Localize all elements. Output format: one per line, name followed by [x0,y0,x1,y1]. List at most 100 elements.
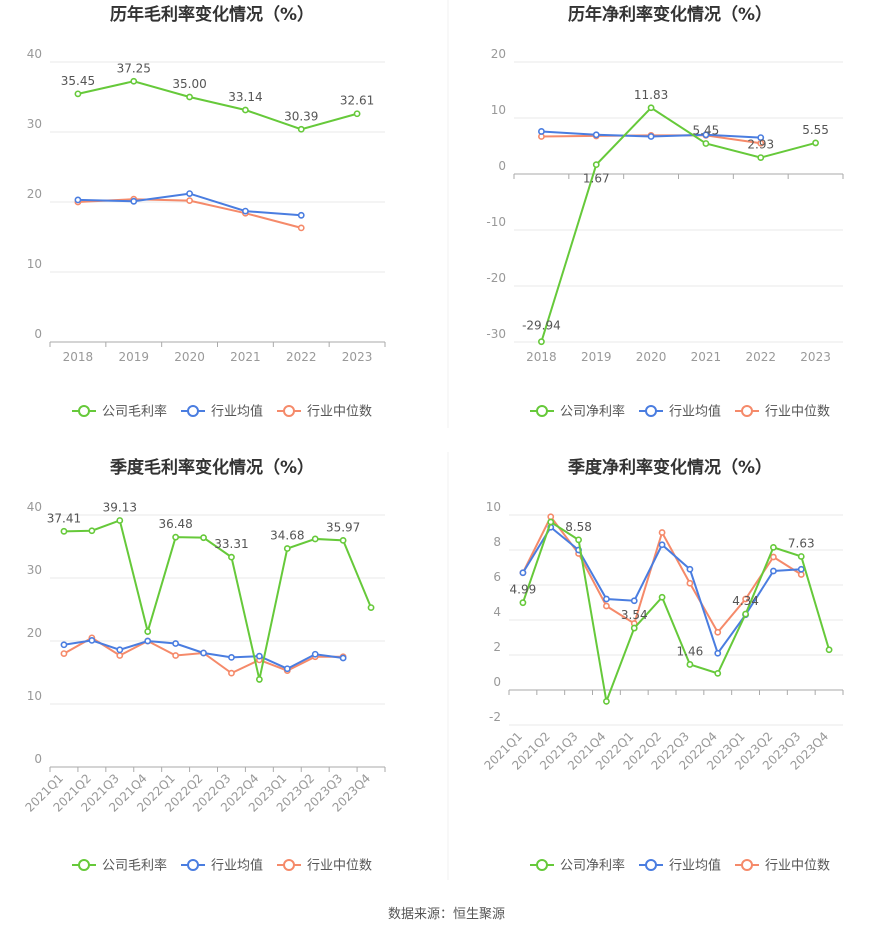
data-point[interactable] [311,535,319,543]
data-point[interactable] [603,697,610,705]
data-point[interactable] [714,649,722,657]
data-point[interactable] [647,104,655,112]
data-point[interactable] [339,654,347,662]
data-point[interactable] [255,676,263,683]
data-point[interactable] [297,211,305,219]
legend-item-1[interactable]: 行业均值 [639,404,721,420]
data-point[interactable] [172,640,180,647]
y-tick-label: 20 [491,47,506,61]
data-point[interactable] [60,527,68,535]
data-point[interactable] [630,624,638,632]
data-point[interactable] [825,646,833,654]
data-point[interactable] [228,669,235,677]
data-point[interactable] [770,553,777,561]
data-point[interactable] [812,139,819,147]
data-point[interactable] [130,197,138,205]
data-point[interactable] [297,125,305,133]
data-point[interactable] [702,140,710,147]
data-point[interactable] [686,661,694,668]
legend-item-0[interactable]: 公司净利率 [530,404,625,420]
data-point[interactable] [242,106,249,114]
legend-item-1[interactable]: 行业均值 [639,858,721,874]
data-point[interactable] [60,650,68,657]
data-point[interactable] [186,190,193,197]
legend-marker [536,859,548,871]
data-point[interactable] [519,599,527,607]
legend-marker [536,405,548,417]
data-point[interactable] [547,513,555,521]
legend-item-0[interactable]: 公司净利率 [530,858,625,874]
data-point[interactable] [297,224,305,232]
data-point[interactable] [742,610,749,618]
data-point[interactable] [255,652,263,660]
data-point[interactable] [116,652,124,659]
y-tick-label: 20 [27,626,42,640]
data-point[interactable] [228,653,235,661]
data-point[interactable] [116,517,124,524]
data-point[interactable] [686,579,694,587]
legend-item-0[interactable]: 公司毛利率 [72,858,167,874]
data-point[interactable] [74,196,82,204]
data-label: 5.45 [693,123,720,137]
data-point[interactable] [770,567,777,575]
data-point[interactable] [770,543,777,551]
data-point[interactable] [242,207,249,215]
data-point[interactable] [88,636,96,644]
data-point[interactable] [658,529,666,536]
data-point[interactable] [757,154,765,161]
data-point[interactable] [60,641,68,649]
data-point[interactable] [144,628,152,635]
data-point[interactable] [547,518,555,526]
chart-title: 季度毛利率变化情况（%） [110,457,314,478]
data-point[interactable] [603,595,610,603]
data-point[interactable] [630,597,638,605]
data-point[interactable] [144,637,152,645]
data-point[interactable] [200,534,207,542]
data-point[interactable] [797,571,805,578]
data-point[interactable] [575,536,582,544]
data-point[interactable] [339,536,347,544]
data-point[interactable] [797,565,805,573]
data-point[interactable] [519,569,527,577]
y-tick-label: 20 [27,187,42,201]
legend-item-1[interactable]: 行业均值 [181,858,263,874]
data-point[interactable] [353,110,361,118]
data-point[interactable] [757,134,765,141]
data-point[interactable] [742,595,749,603]
data-point[interactable] [702,131,710,139]
legend-item-2[interactable]: 行业中位数 [277,405,372,420]
data-point[interactable] [603,602,610,610]
data-point[interactable] [172,533,180,541]
data-point[interactable] [592,131,600,139]
data-point[interactable] [74,90,82,98]
data-point[interactable] [228,553,235,561]
data-point[interactable] [311,650,319,658]
data-point[interactable] [283,665,291,673]
data-point[interactable] [592,161,600,169]
data-point[interactable] [658,541,666,549]
data-point[interactable] [367,604,375,612]
data-point[interactable] [658,593,666,601]
data-point[interactable] [186,197,193,204]
data-point[interactable] [647,133,655,140]
data-point[interactable] [714,669,722,677]
x-tick-label: 2018 [63,350,94,364]
data-point[interactable] [172,652,180,659]
data-point[interactable] [130,77,138,85]
legend-item-2[interactable]: 行业中位数 [735,859,830,874]
data-point[interactable] [200,649,207,657]
data-point[interactable] [538,338,545,346]
data-point[interactable] [186,93,193,101]
legend-item-1[interactable]: 行业均值 [181,404,263,420]
data-point[interactable] [686,565,694,573]
legend-item-0[interactable]: 公司毛利率 [72,404,167,420]
legend-item-2[interactable]: 行业中位数 [277,859,372,874]
data-point[interactable] [538,128,545,135]
data-point[interactable] [283,545,291,552]
data-point[interactable] [797,553,805,560]
data-point[interactable] [88,527,96,535]
legend-item-2[interactable]: 行业中位数 [735,405,830,420]
y-tick-label: 30 [27,563,42,577]
data-point[interactable] [714,628,722,636]
data-point[interactable] [116,646,124,654]
